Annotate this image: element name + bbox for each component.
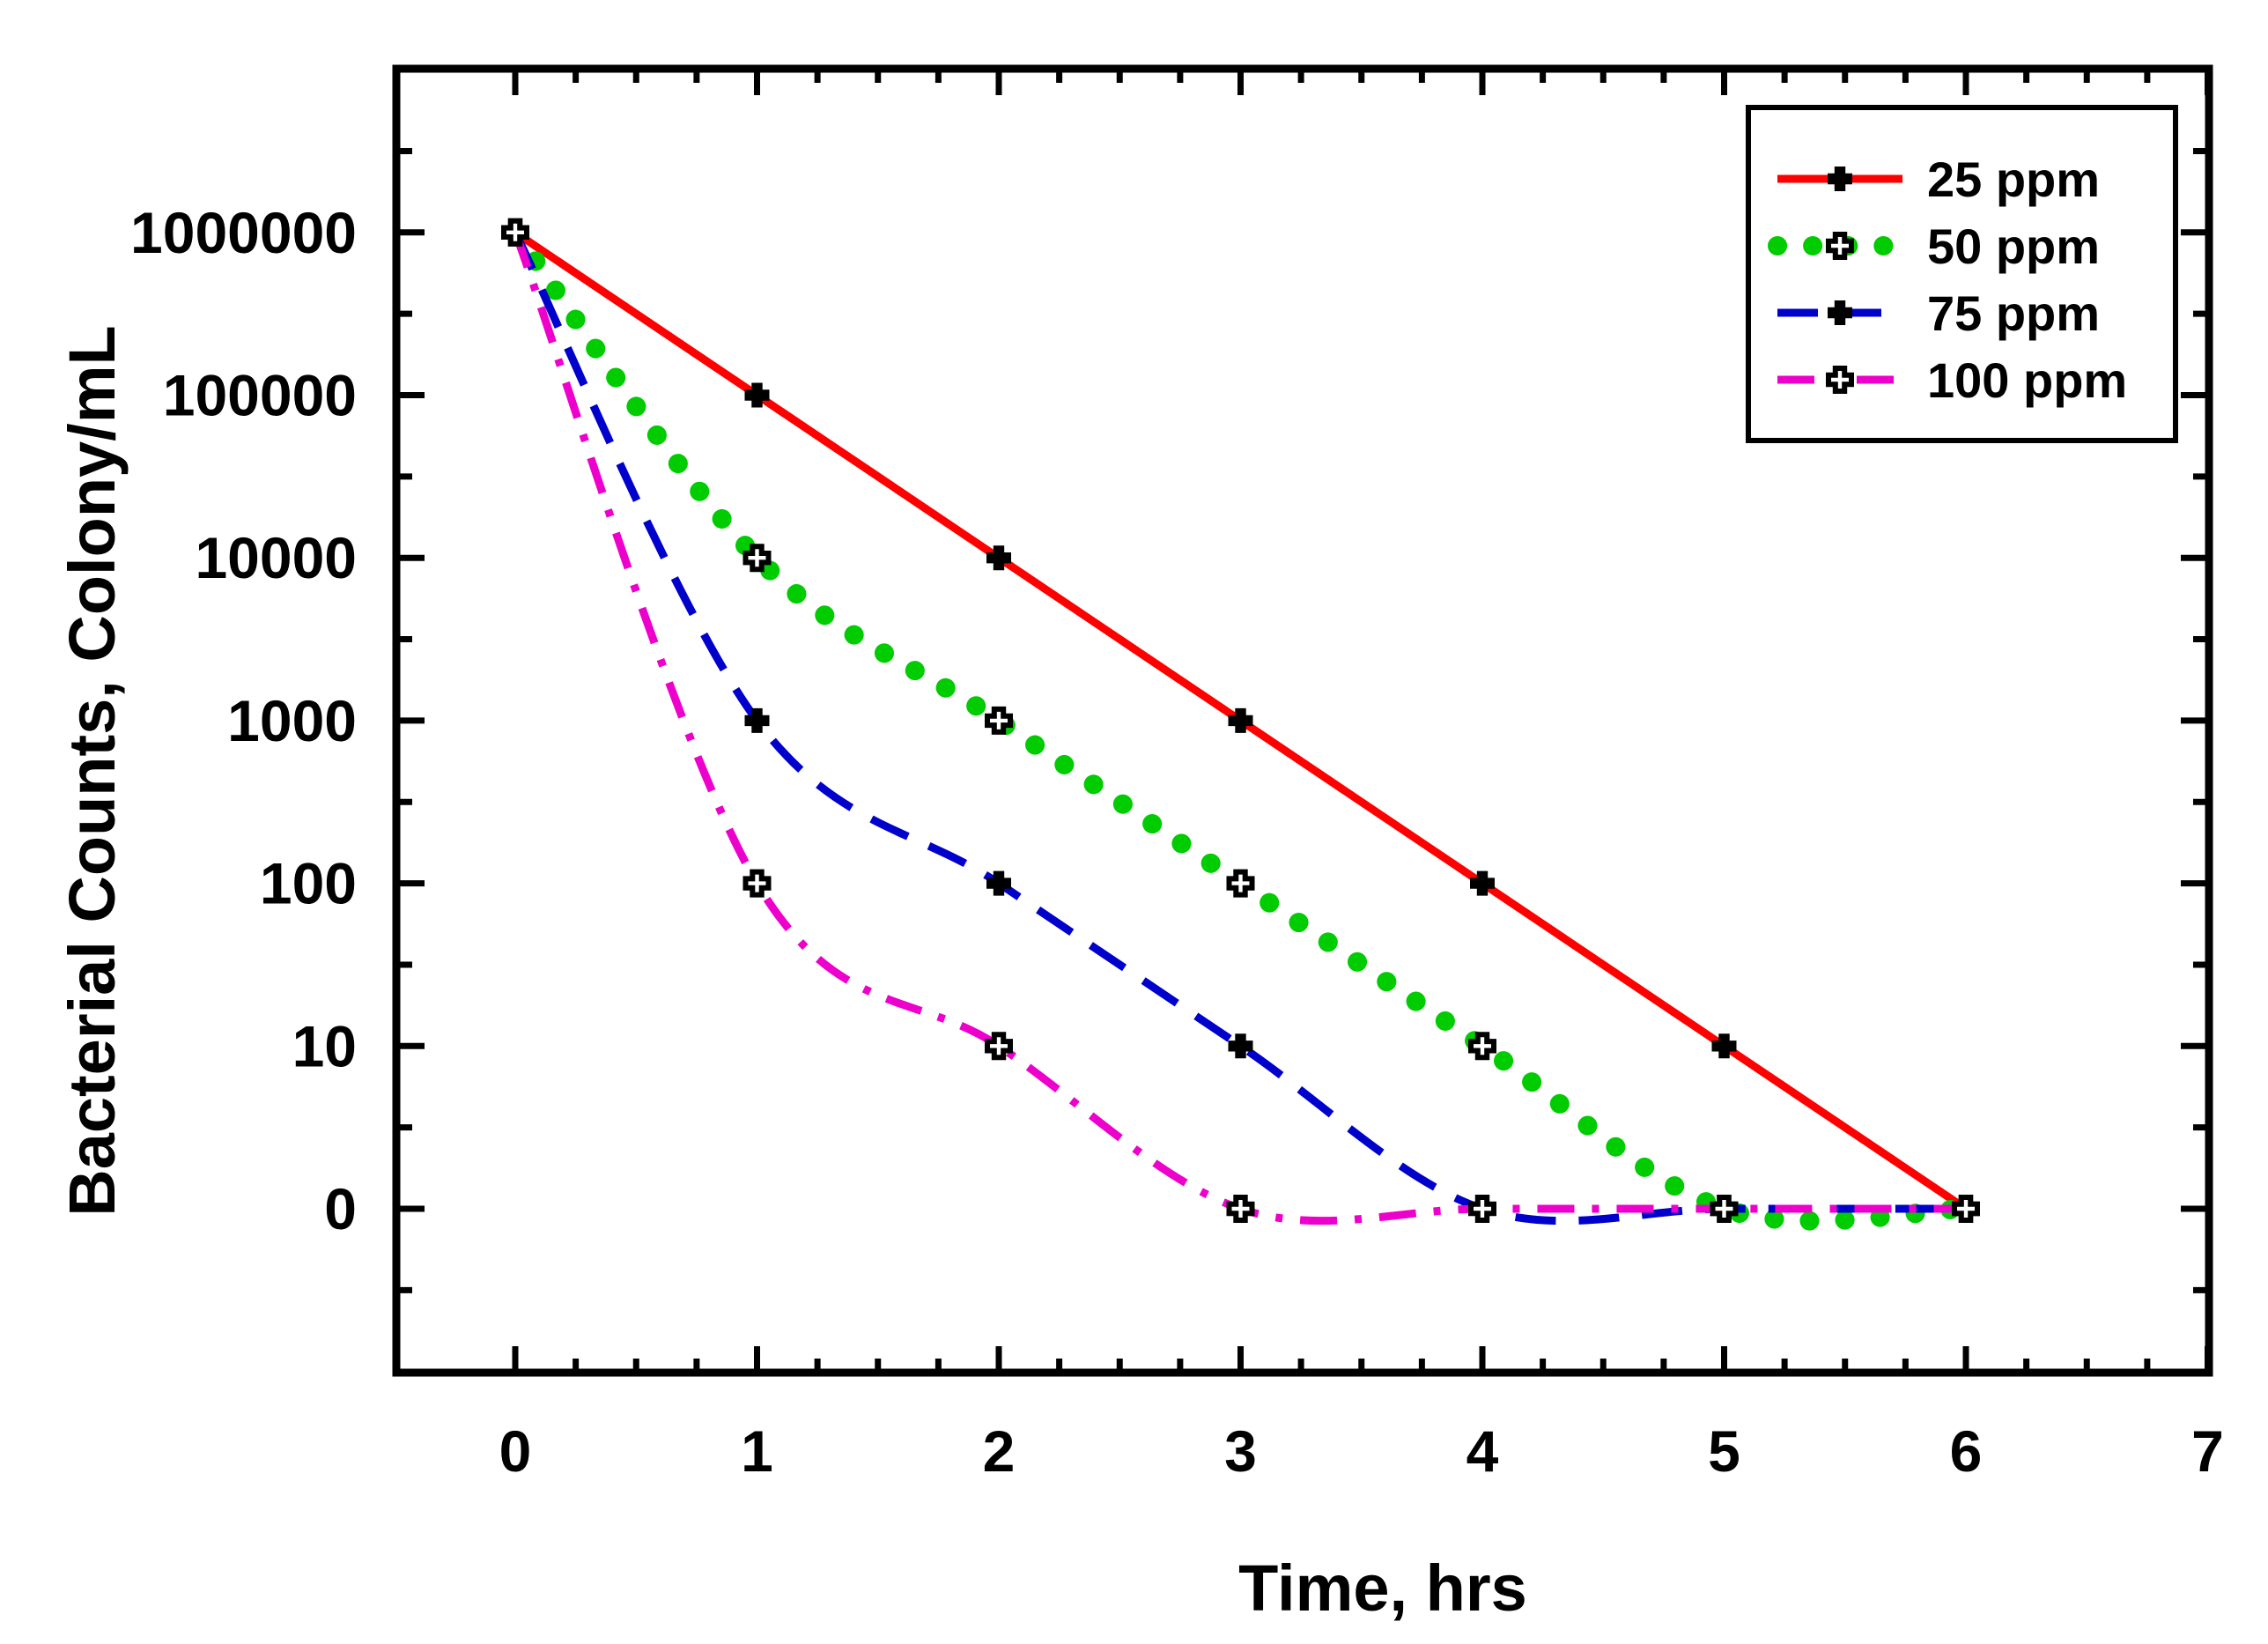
data-point-50-ppm-4 (1468, 1032, 1496, 1061)
data-point-25-ppm-1 (744, 382, 770, 408)
data-point-25-ppm-3 (1228, 707, 1253, 733)
legend-marker-75-ppm (1828, 300, 1852, 325)
data-point-25-ppm-5 (1711, 1033, 1737, 1059)
data-point-25-ppm-4 (1470, 870, 1495, 896)
data-point-25-ppm-2 (986, 545, 1011, 571)
data-point-100-ppm-0 (501, 218, 529, 247)
x-tick-label: 4 (1466, 1418, 1499, 1484)
data-point-100-ppm-2 (985, 1032, 1013, 1061)
data-point-50-ppm-3 (1226, 869, 1255, 898)
data-point-75-ppm-1 (744, 707, 770, 733)
y-tick-label: 10000 (195, 525, 357, 590)
legend-marker-50-ppm (1826, 232, 1854, 260)
x-tick-label: 5 (1708, 1418, 1740, 1484)
x-tick-label: 1 (741, 1418, 773, 1484)
series-line-50-ppm (506, 222, 1976, 1231)
x-axis-label: Time, hrs (1238, 1551, 1527, 1625)
x-tick-label: 6 (1950, 1418, 1983, 1484)
y-axis-label: Bacterial Counts, Colony/mL (55, 325, 129, 1216)
data-point-50-ppm-2 (985, 706, 1013, 735)
y-tick-label: 100 (260, 851, 357, 916)
legend-label-100-ppm: 100 ppm (1927, 352, 2127, 408)
y-tick-label: 10 (292, 1013, 357, 1078)
legend-label-50-ppm: 50 ppm (1927, 218, 2100, 274)
data-point-100-ppm-4 (1468, 1195, 1496, 1223)
x-tick-label: 2 (983, 1418, 1016, 1484)
x-tick-label: 7 (2191, 1418, 2224, 1484)
data-point-100-ppm-6 (1952, 1195, 1980, 1223)
legend: 25 ppm 50 ppm 75 ppm 100 ppm (1746, 105, 2178, 443)
legend-box (1746, 105, 2178, 443)
y-tick-label: 1000000 (130, 200, 357, 265)
data-point-100-ppm-1 (742, 869, 772, 898)
legend-marker-100-ppm (1826, 366, 1854, 394)
y-tick-label: 0 (324, 1176, 357, 1241)
legend-marker-25-ppm (1828, 167, 1852, 191)
x-tick-label: 0 (499, 1418, 532, 1484)
legend-label-25-ppm: 25 ppm (1927, 152, 2100, 207)
data-point-75-ppm-2 (986, 870, 1011, 896)
series-line-100-ppm (511, 231, 1966, 1226)
data-point-50-ppm-1 (742, 544, 772, 573)
y-tick-label: 1000 (227, 688, 357, 753)
legend-label-75-ppm: 75 ppm (1927, 285, 2100, 341)
data-point-75-ppm-3 (1228, 1033, 1253, 1059)
data-point-100-ppm-5 (1710, 1195, 1739, 1223)
x-tick-label: 3 (1224, 1418, 1257, 1484)
y-tick-label: 100000 (163, 363, 357, 428)
data-point-100-ppm-3 (1226, 1195, 1255, 1223)
